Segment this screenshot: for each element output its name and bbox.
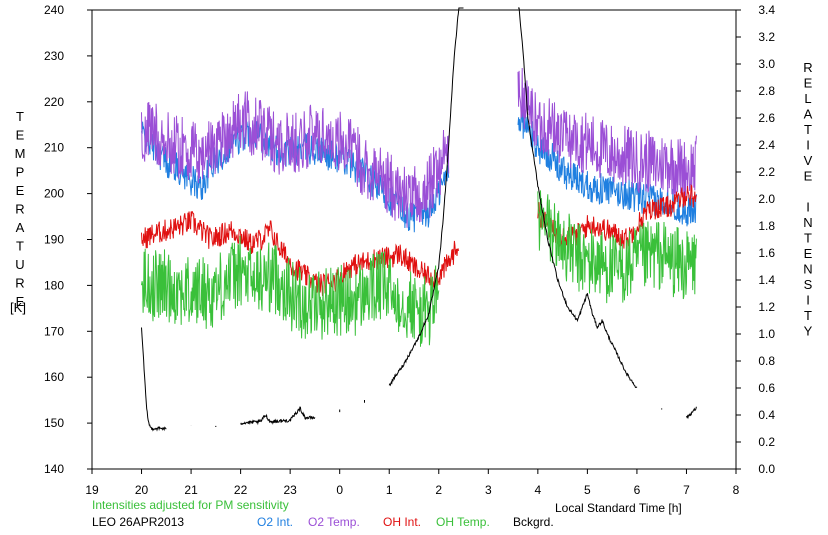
y-left-tick-label: 170 [44, 324, 64, 338]
legend: O2 Int. O2 Temp. OH Int. OH Temp. Bckgrd. [257, 515, 554, 529]
y-left-axis: 140 150 160 170 180 190 200 210 220 230 240 [44, 3, 92, 476]
y-right-tick-label: 2.8 [758, 84, 775, 98]
y-right-tick-label: 1.0 [758, 327, 775, 341]
series-line-bckgrd [240, 406, 316, 426]
axis-label-letter: N [803, 262, 812, 277]
legend-entry: Bckgrd. [513, 515, 554, 529]
x-tick-label: 19 [85, 483, 99, 497]
x-tick-label: 23 [283, 483, 297, 497]
axis-label-letter: L [804, 91, 811, 106]
x-tick-label: 1 [386, 483, 393, 497]
x-tick-label: 22 [234, 483, 248, 497]
x-tick-label: 8 [733, 483, 740, 497]
legend-entry: OH Int. [383, 515, 421, 529]
axis-label-letter: S [804, 277, 813, 292]
y-left-tick-label: 210 [44, 141, 64, 155]
axis-label-letter: E [16, 183, 25, 198]
y-right-axis: 0.0 0.2 0.4 0.6 0.8 1.0 1.2 1.4 1.6 1.8 2.0 2.2 2.4 2… [736, 3, 775, 476]
y-left-tick-label: 140 [44, 462, 64, 476]
axis-label-letter: I [806, 200, 810, 215]
axis-label-letter: V [804, 153, 813, 168]
axis-label-letter: N [803, 215, 812, 230]
y-left-tick-label: 180 [44, 278, 64, 292]
axis-label-letter: E [804, 76, 813, 91]
series-line-bckgrd [141, 327, 167, 432]
series-line-bckgrd [686, 406, 697, 420]
y-right-tick-label: 2.4 [758, 138, 775, 152]
axis-label-letter: A [16, 220, 25, 235]
x-tick-label: 2 [435, 483, 442, 497]
x-axis-label: Local Standard Time [h] [555, 501, 682, 515]
y-right-tick-label: 0.2 [758, 435, 775, 449]
y-right-tick-label: 0.4 [758, 408, 775, 422]
axis-label-letter: I [806, 293, 810, 308]
series-line-bckgrd [388, 7, 464, 387]
axis-label-letter: T [804, 231, 812, 246]
y-left-tick-label: 240 [44, 3, 64, 17]
axis-label-letter: P [16, 165, 25, 180]
axis-label-letter: I [806, 138, 810, 153]
axis-label-letter: T [16, 239, 24, 254]
x-tick-label: 4 [535, 483, 542, 497]
x-tick-label: 5 [584, 483, 591, 497]
y-right-tick-label: 0.6 [758, 381, 775, 395]
series-layer [141, 7, 697, 432]
series-line-oh-temp [141, 235, 440, 347]
y-right-tick-label: 2.2 [758, 165, 775, 179]
series-line-oh-temp [537, 190, 697, 304]
y-right-tick-label: 2.0 [758, 192, 775, 206]
axis-label-letter: M [15, 146, 26, 161]
x-tick-label: 6 [634, 483, 641, 497]
y-right-tick-label: 1.2 [758, 300, 775, 314]
axis-label-letter: E [804, 169, 813, 184]
station-text: LEO 26APR2013 [92, 515, 184, 529]
y-right-tick-label: 0.0 [758, 462, 775, 476]
axis-label-letter: U [15, 257, 24, 272]
y-left-tick-label: 200 [44, 187, 64, 201]
y-right-tick-label: 3.0 [758, 57, 775, 71]
y-left-tick-label: 150 [44, 416, 64, 430]
legend-entry: O2 Temp. [308, 515, 360, 529]
axis-label-letter: T [804, 308, 812, 323]
series-line-bckgrd [518, 7, 638, 388]
y-left-tick-label: 190 [44, 233, 64, 247]
y-right-tick-label: 1.6 [758, 246, 775, 260]
note-text: Intensities adjusted for PM sensitivity [92, 498, 289, 512]
axis-label-letter: A [804, 107, 813, 122]
axis-label-letter: E [804, 246, 813, 261]
y-right-tick-label: 2.6 [758, 111, 775, 125]
axis-label-letter: Y [804, 324, 813, 339]
x-tick-label: 3 [485, 483, 492, 497]
y-right-tick-label: 1.8 [758, 219, 775, 233]
x-tick-label: 20 [135, 483, 149, 497]
legend-entry: O2 Int. [257, 515, 293, 529]
x-tick-label: 0 [336, 483, 343, 497]
axis-label-letter: T [804, 122, 812, 137]
series-line-o2-temp [141, 91, 450, 228]
y-right-tick-label: 1.4 [758, 273, 775, 287]
axis-label-letter: R [15, 276, 24, 291]
y-right-tick-label: 3.2 [758, 30, 775, 44]
left-axis-unit: [K] [10, 300, 26, 315]
y-right-tick-label: 3.4 [758, 3, 775, 17]
series-line-o2-temp [517, 67, 697, 202]
x-tick-label: 7 [683, 483, 690, 497]
axis-label-letter: R [803, 60, 812, 75]
x-axis: 19 20 21 22 23 0 1 2 3 4 5 6 7 8 [85, 469, 740, 497]
axis-label-letter: T [16, 109, 24, 124]
axis-label-letter: E [16, 294, 25, 309]
axis-label-letter: R [15, 202, 24, 217]
x-tick-label: 21 [184, 483, 198, 497]
legend-entry: OH Temp. [436, 515, 490, 529]
y-right-tick-label: 0.8 [758, 354, 775, 368]
y-left-tick-label: 220 [44, 95, 64, 109]
y-left-tick-label: 230 [44, 49, 64, 63]
y-left-tick-label: 160 [44, 370, 64, 384]
axis-label-letter: E [16, 128, 25, 143]
